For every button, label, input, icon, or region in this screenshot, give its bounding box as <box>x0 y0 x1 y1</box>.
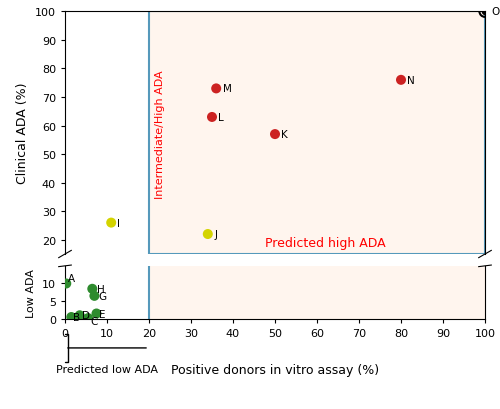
Text: I: I <box>118 218 120 228</box>
Text: A: A <box>68 274 75 283</box>
Text: Predicted low ADA: Predicted low ADA <box>56 364 158 374</box>
Point <box>62 281 70 287</box>
Text: M: M <box>222 84 232 94</box>
Point <box>397 77 405 84</box>
Y-axis label: Clinical ADA (%): Clinical ADA (%) <box>16 83 30 184</box>
Text: Intermediate/High ADA: Intermediate/High ADA <box>156 71 166 199</box>
Bar <box>149 266 485 319</box>
Text: L: L <box>218 112 224 123</box>
Point <box>204 231 212 238</box>
Point <box>68 314 76 321</box>
Point <box>92 310 100 317</box>
Point <box>76 312 84 319</box>
Point <box>481 9 489 16</box>
Bar <box>149 12 485 254</box>
Point <box>481 9 489 16</box>
X-axis label: Positive donors in vitro assay (%): Positive donors in vitro assay (%) <box>171 363 379 376</box>
Text: E: E <box>98 309 105 319</box>
Point <box>90 293 98 299</box>
Text: N: N <box>408 76 415 85</box>
Text: K: K <box>282 130 288 140</box>
Text: O: O <box>492 7 500 17</box>
Text: B: B <box>74 312 80 322</box>
Point <box>88 286 96 292</box>
Y-axis label: Low ADA: Low ADA <box>26 268 36 317</box>
Text: Predicted high ADA: Predicted high ADA <box>265 236 386 249</box>
Text: D: D <box>82 310 90 321</box>
Text: G: G <box>98 291 106 301</box>
Text: C: C <box>90 316 98 326</box>
Point <box>212 86 220 92</box>
Text: J: J <box>214 229 217 239</box>
Point <box>271 131 279 138</box>
Point <box>84 315 92 321</box>
Text: H: H <box>96 284 104 294</box>
Point <box>107 220 115 226</box>
Point <box>208 115 216 121</box>
